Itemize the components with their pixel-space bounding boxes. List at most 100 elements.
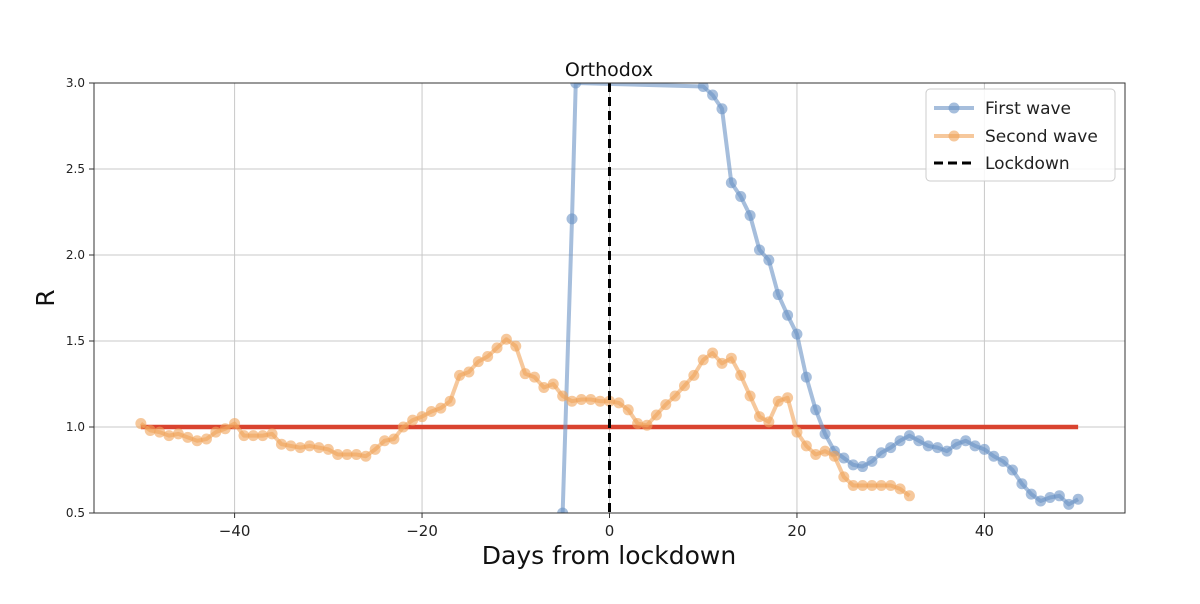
data-point-second-wave: [650, 409, 662, 421]
data-point-second-wave: [669, 390, 681, 402]
data-point-second-wave: [369, 443, 381, 455]
data-point-second-wave: [538, 381, 550, 393]
x-tick-label: −20: [406, 522, 438, 540]
data-point-second-wave: [641, 419, 653, 431]
data-point-second-wave: [313, 442, 325, 454]
data-point-second-wave: [500, 333, 512, 345]
data-point-second-wave: [566, 395, 578, 407]
data-point-first-wave: [894, 435, 906, 447]
data-point-second-wave: [885, 479, 897, 491]
data-point-second-wave: [697, 354, 709, 366]
y-tick-label: 3.0: [66, 76, 85, 90]
data-point-second-wave: [257, 430, 269, 442]
data-point-second-wave: [782, 392, 794, 404]
data-point-second-wave: [604, 395, 615, 407]
data-point-second-wave: [678, 380, 690, 392]
data-point-second-wave: [210, 426, 222, 438]
legend-label-second-wave: Second wave: [985, 127, 1098, 147]
data-point-second-wave: [838, 471, 850, 483]
data-point-second-wave: [163, 430, 175, 442]
data-point-second-wave: [444, 395, 456, 407]
data-point-second-wave: [744, 390, 756, 402]
data-point-first-wave: [697, 83, 709, 92]
data-point-first-wave: [1053, 490, 1065, 502]
data-point-second-wave: [135, 418, 147, 430]
data-point-second-wave: [154, 426, 166, 438]
data-point-second-wave: [707, 347, 719, 359]
data-point-first-wave: [763, 254, 775, 266]
data-point-first-wave: [1063, 498, 1075, 510]
data-point-second-wave: [894, 483, 906, 495]
data-point-first-wave: [1044, 492, 1056, 504]
data-point-second-wave: [229, 418, 241, 430]
y-axis-label: R: [31, 289, 60, 306]
data-point-second-wave: [857, 479, 869, 491]
data-point-second-wave: [191, 435, 203, 447]
data-point-second-wave: [716, 357, 728, 369]
data-point-second-wave: [735, 369, 747, 381]
data-point-second-wave: [613, 397, 625, 409]
data-point-second-wave: [360, 450, 372, 462]
data-point-second-wave: [847, 479, 859, 491]
data-point-first-wave: [753, 244, 765, 256]
data-point-second-wave: [247, 430, 259, 442]
data-point-first-wave: [716, 103, 728, 115]
y-tick-label: 0.5: [66, 506, 85, 520]
data-point-second-wave: [753, 411, 765, 423]
data-point-first-wave: [969, 440, 981, 452]
data-point-second-wave: [763, 416, 775, 428]
data-point-first-wave: [735, 191, 747, 203]
data-point-first-wave: [885, 442, 897, 454]
data-point-second-wave: [791, 426, 803, 438]
data-point-second-wave: [425, 406, 437, 418]
data-point-first-wave: [744, 209, 756, 221]
data-point-first-wave: [819, 428, 831, 440]
data-point-second-wave: [622, 404, 634, 416]
data-point-second-wave: [725, 352, 737, 364]
data-point-second-wave: [772, 395, 784, 407]
data-point-second-wave: [304, 440, 316, 452]
data-point-first-wave: [570, 83, 582, 89]
data-point-second-wave: [529, 371, 541, 383]
data-point-first-wave: [950, 438, 962, 450]
data-point-first-wave: [791, 328, 803, 340]
series-line-second-wave: [139, 337, 911, 498]
data-point-second-wave: [275, 438, 287, 450]
data-point-second-wave: [144, 424, 156, 436]
data-point-second-wave: [866, 479, 878, 491]
data-point-second-wave: [238, 430, 250, 442]
data-point-second-wave: [828, 450, 840, 462]
data-point-second-wave: [379, 435, 391, 447]
data-point-second-wave: [463, 366, 475, 378]
data-point-second-wave: [322, 443, 334, 455]
data-point-second-wave: [294, 442, 306, 454]
data-point-second-wave: [435, 402, 447, 414]
data-point-second-wave: [341, 449, 353, 461]
chart-title: Orthodox: [565, 59, 653, 81]
data-point-second-wave: [510, 340, 522, 352]
data-point-first-wave: [941, 445, 953, 457]
data-point-first-wave: [707, 89, 719, 101]
data-point-first-wave: [1035, 495, 1047, 507]
data-point-second-wave: [416, 411, 428, 423]
y-tick-label: 1.0: [66, 420, 85, 434]
data-point-second-wave: [594, 395, 606, 407]
data-point-second-wave: [819, 445, 831, 457]
data-point-first-wave: [857, 461, 869, 473]
data-point-first-wave: [772, 289, 784, 301]
data-point-second-wave: [266, 428, 278, 440]
data-point-first-wave: [1025, 488, 1037, 500]
data-point-second-wave: [182, 431, 194, 443]
legend-marker-second-wave: [948, 130, 960, 142]
x-tick-label: 40: [975, 522, 994, 540]
y-tick-label: 1.5: [66, 334, 85, 348]
data-point-first-wave: [1007, 464, 1019, 476]
data-point-first-wave: [932, 442, 944, 454]
x-tick-label: 0: [605, 522, 615, 540]
data-point-first-wave: [800, 371, 812, 383]
data-point-second-wave: [407, 414, 419, 426]
data-point-first-wave: [566, 213, 578, 225]
data-point-second-wave: [632, 418, 644, 430]
data-point-second-wave: [219, 423, 231, 435]
